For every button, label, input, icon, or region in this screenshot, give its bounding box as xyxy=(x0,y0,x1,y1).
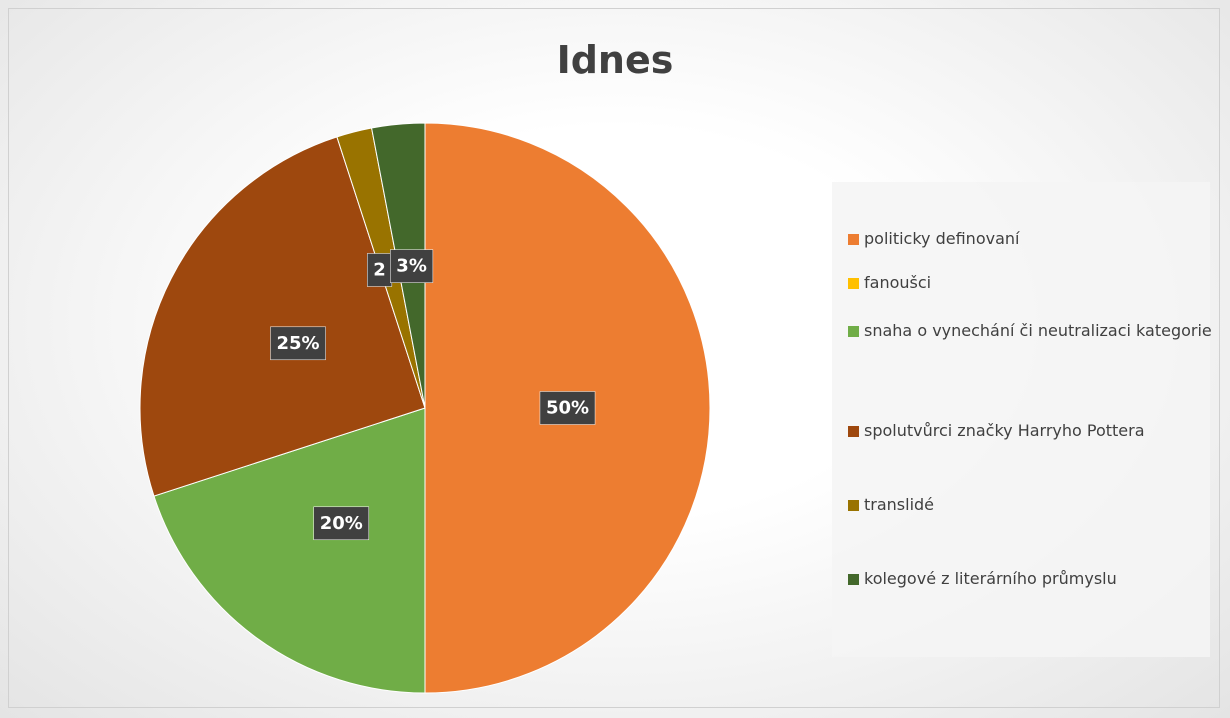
data-label-box xyxy=(313,506,370,541)
legend: politicky definovaní fanoušci snaha o vyne… xyxy=(832,182,1212,657)
data-label-text: 20% xyxy=(320,513,363,534)
legend-entry: translidé xyxy=(848,492,1214,518)
pie-slice xyxy=(153,407,426,694)
chart-title: Idnes xyxy=(557,38,674,82)
legend-entry: politicky definovaní xyxy=(848,226,1214,252)
data-label-box xyxy=(390,249,434,283)
data-label-text: 50% xyxy=(546,398,589,419)
legend-label: fanoušci xyxy=(864,273,932,292)
data-label: 25% xyxy=(270,326,326,361)
pie-slice xyxy=(139,136,426,497)
legend-swatch xyxy=(848,500,859,511)
data-label: 50% xyxy=(539,391,596,425)
legend-label: snaha o vynechání či neutralizaci katego… xyxy=(864,321,1212,340)
data-label: 20% xyxy=(313,506,370,541)
data-label-text: 3% xyxy=(396,256,427,277)
chart-frame xyxy=(8,8,1220,708)
legend-swatch xyxy=(848,278,859,289)
legend-swatch xyxy=(848,326,859,337)
data-label-text: 2 xyxy=(373,259,386,280)
legend-entry: fanoušci xyxy=(848,270,1214,296)
legend-entry: kolegové z literárního průmyslu xyxy=(848,566,1214,592)
legend-swatch xyxy=(848,426,859,437)
legend-swatch xyxy=(848,234,859,245)
data-label-text: 25% xyxy=(276,333,319,354)
legend-entry: spolutvůrci značky Harryho Pottera xyxy=(848,418,1214,444)
data-label-box xyxy=(539,391,596,425)
data-label-box xyxy=(270,326,326,361)
legend-entry: snaha o vynechání či neutralizaci katego… xyxy=(848,318,1214,344)
data-label: 3% xyxy=(390,249,434,283)
legend-label: translidé xyxy=(864,495,935,514)
legend-label: kolegové z literárního průmyslu xyxy=(864,569,1117,588)
data-label: 2 xyxy=(367,253,393,287)
legend-swatch xyxy=(848,574,859,585)
legend-label: politicky definovaní xyxy=(864,229,1020,248)
legend-label: spolutvůrci značky Harryho Pottera xyxy=(864,421,1145,440)
